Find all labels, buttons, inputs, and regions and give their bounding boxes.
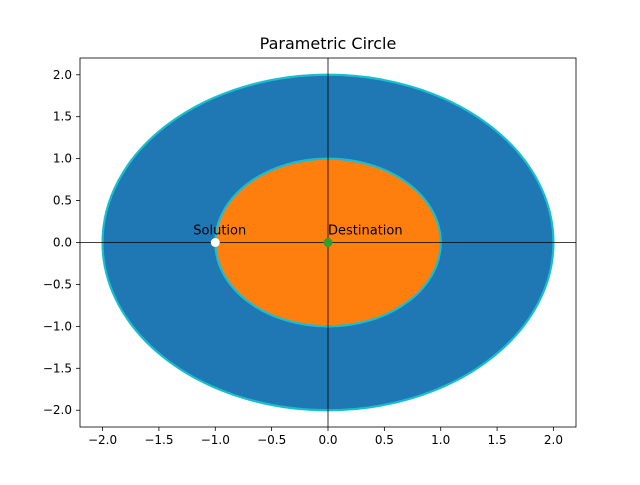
y-ticks-layer: −2.0 −1.5 −1.0 −0.5 0.0 0.5 1.0 1.5 2.0	[43, 68, 80, 417]
solution-label: Solution	[193, 224, 246, 239]
y-tick-label: −0.5	[43, 277, 72, 291]
x-ticks-layer: −2.0 −1.5 −1.0 −0.5 0.0 0.5 1.0 1.5 2.0	[88, 427, 563, 447]
points-layer: Solution Destination	[193, 224, 403, 247]
x-tick-label: −1.5	[144, 433, 173, 447]
x-tick-label: −0.5	[257, 433, 286, 447]
x-tick-label: −1.0	[201, 433, 230, 447]
y-tick-label: 1.5	[53, 110, 72, 124]
destination-label: Destination	[328, 224, 403, 239]
solution-point	[210, 238, 220, 247]
y-tick-label: −2.0	[43, 403, 72, 417]
y-tick-label: −1.0	[43, 319, 72, 333]
y-tick-label: 2.0	[53, 68, 72, 82]
chart-title: Parametric Circle	[260, 34, 397, 53]
destination-point	[323, 238, 333, 247]
x-tick-label: 0.5	[375, 433, 394, 447]
x-tick-label: −2.0	[88, 433, 117, 447]
y-tick-label: −1.5	[43, 361, 72, 375]
x-tick-label: 1.5	[488, 433, 507, 447]
x-tick-label: 0.0	[318, 433, 337, 447]
x-tick-label: 2.0	[544, 433, 563, 447]
y-tick-label: 1.0	[53, 152, 72, 166]
y-tick-label: 0.5	[53, 194, 72, 208]
x-tick-label: 1.0	[431, 433, 450, 447]
y-tick-label: 0.0	[53, 236, 72, 250]
